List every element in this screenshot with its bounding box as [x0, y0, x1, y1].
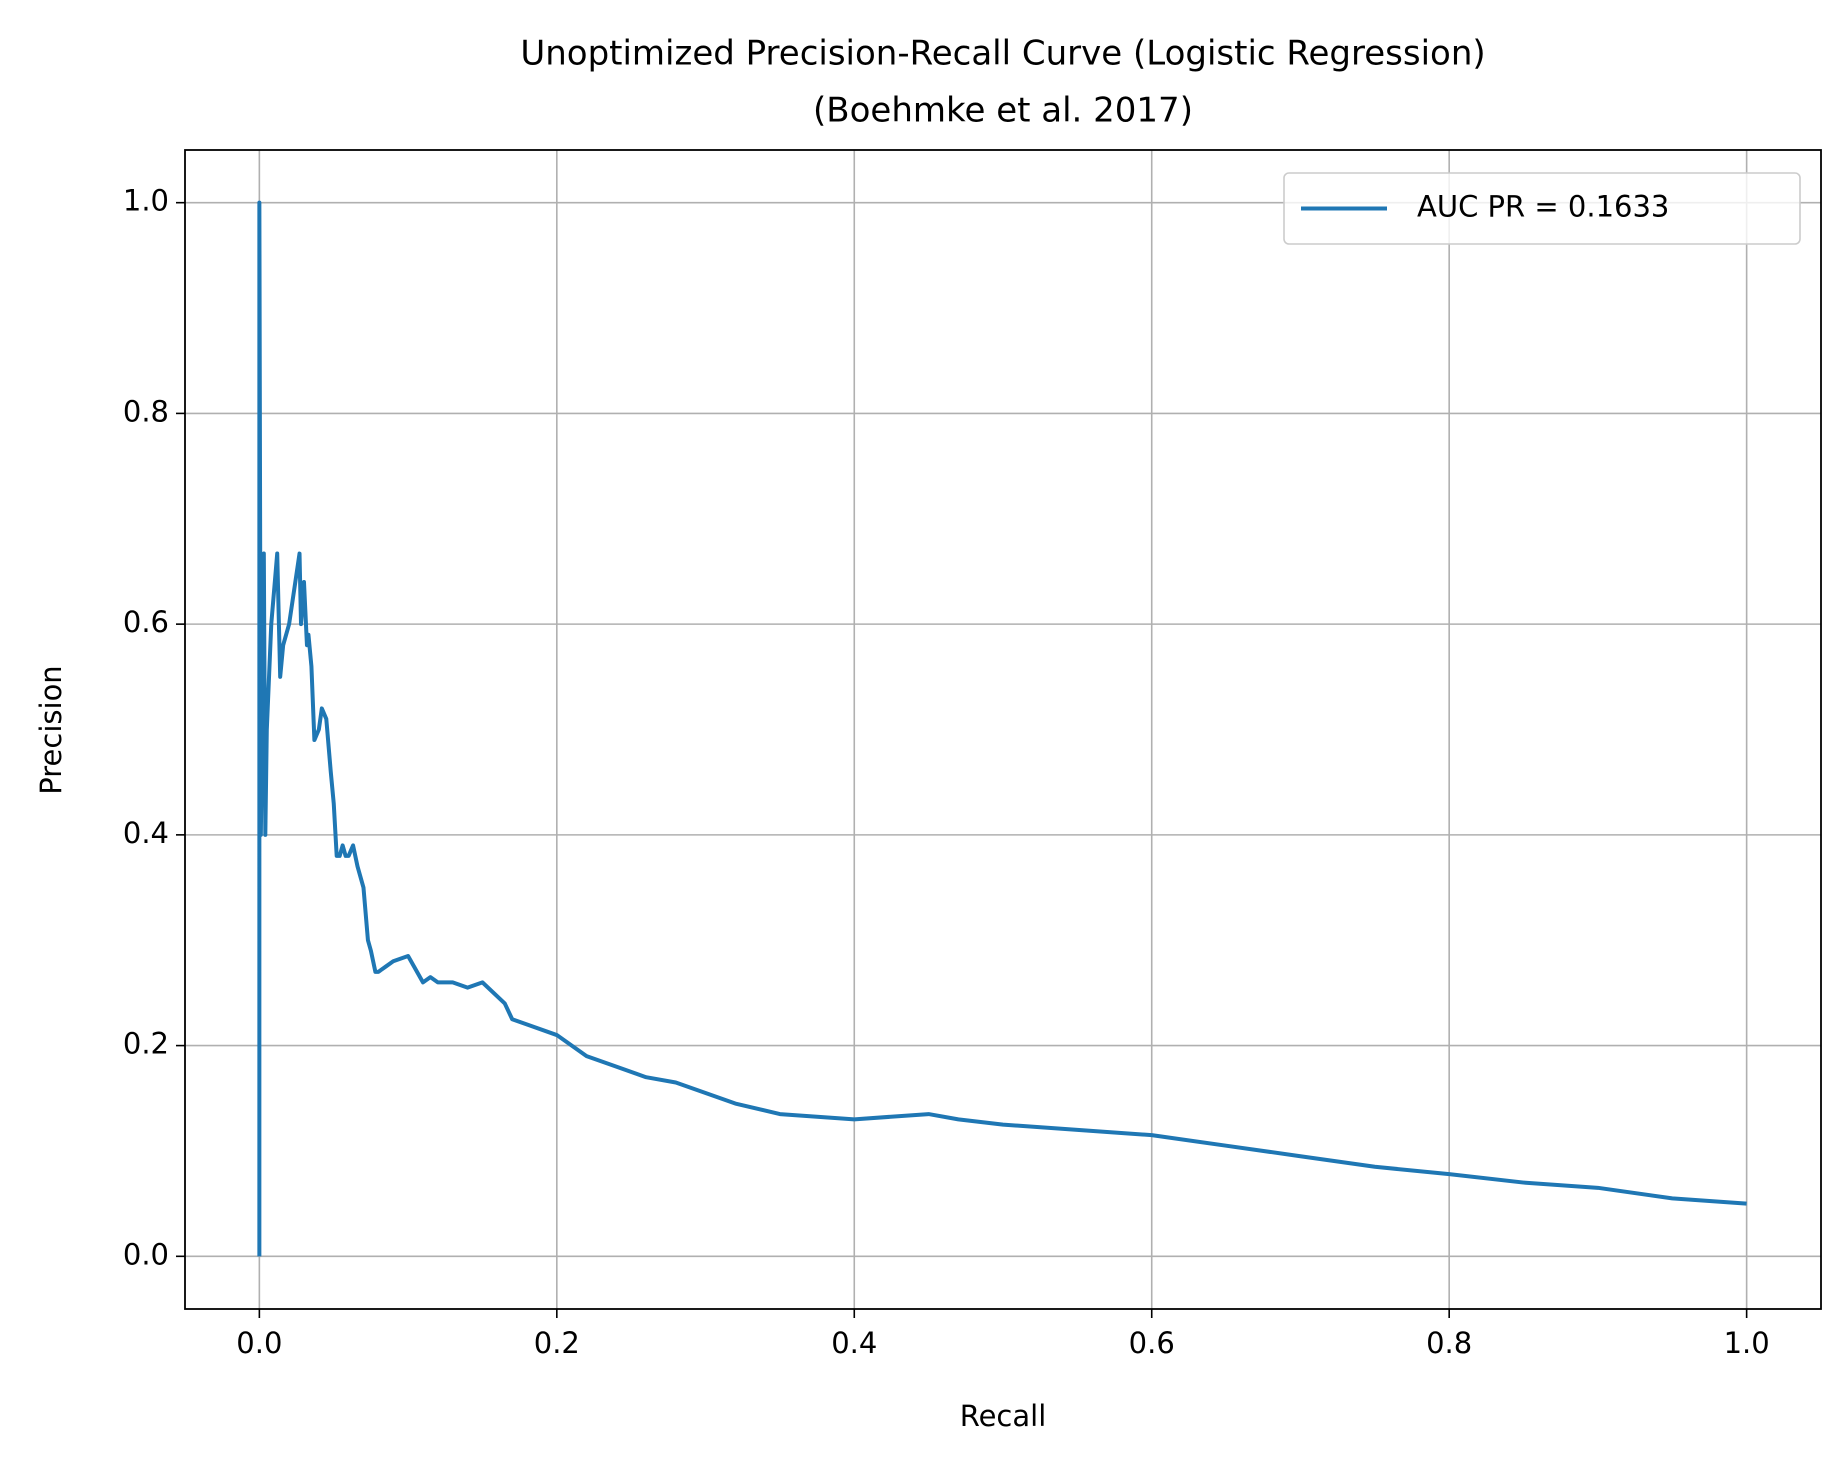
x-tick-label: 0.8 [1426, 1326, 1472, 1360]
x-tick-label: 0.0 [236, 1326, 282, 1360]
plot-frame [184, 149, 1822, 1310]
x-tick-label: 0.6 [1129, 1326, 1175, 1360]
x-tick-label: 0.4 [831, 1326, 877, 1360]
y-tick-label: 0.6 [123, 605, 169, 639]
y-axis-label: Precision [34, 665, 68, 794]
y-tick-label: 0.4 [123, 816, 169, 850]
legend-label: AUC PR = 0.1633 [1417, 190, 1669, 224]
line-series [257, 200, 1747, 1257]
y-tick-label: 1.0 [123, 184, 169, 218]
legend-box [1283, 172, 1801, 245]
y-tick-label: 0.2 [123, 1027, 169, 1061]
x-tick-label: 0.2 [534, 1326, 580, 1360]
y-tick-label: 0.8 [123, 394, 169, 428]
x-axis-label: Recall [960, 1399, 1047, 1433]
chart-title: Unoptimized Precision-Recall Curve (Logi… [520, 34, 1485, 74]
y-tick-label: 0.0 [123, 1237, 169, 1271]
x-tick-label: 1.0 [1724, 1326, 1770, 1360]
chart-title: (Boehmke et al. 2017) [813, 91, 1193, 131]
